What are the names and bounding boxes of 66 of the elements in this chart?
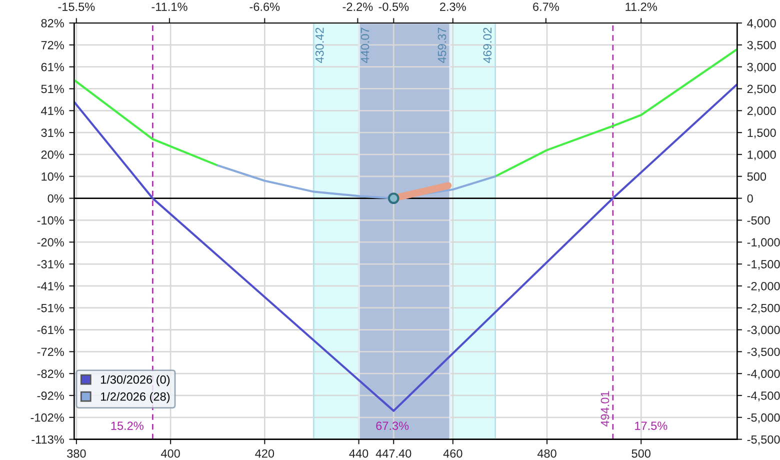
y-tick-label: 0% [48, 194, 64, 203]
x-tick-label: 380 [67, 449, 86, 458]
y-tick-label: 72% [41, 40, 64, 50]
y2-tick-label: 2,500 [747, 84, 776, 95]
x2-tick-label: -15.5% [58, 2, 95, 11]
y-tick-label: 61% [41, 62, 64, 72]
ref-line-label: 494.01 [600, 391, 610, 427]
ref-line-label: 430.42 [315, 28, 324, 63]
y2-tick-label: -500 [747, 216, 770, 225]
y2-tick-label: -5,500 [747, 435, 780, 446]
ref-line-label: 469.02 [483, 28, 492, 63]
x-tick-label: 500 [632, 449, 650, 458]
y-tick-label: -51% [37, 304, 64, 312]
y-tick-label: -61% [37, 326, 64, 334]
y-tick-label: -82% [37, 370, 64, 378]
legend-label: 1/30/2026 (0) [100, 375, 170, 386]
x-tick-label: 460 [443, 449, 462, 458]
y2-tick-label: -2,500 [747, 304, 780, 314]
y2-tick-label: -3,000 [747, 326, 780, 336]
y-tick-label: 31% [41, 128, 64, 137]
y2-tick-label: -4,500 [747, 392, 780, 402]
annotation: 17.5% [635, 422, 668, 430]
y-tick-label: 82% [41, 19, 64, 28]
x2-tick-label: 2.3% [440, 2, 466, 11]
y-tick-label: 20% [41, 150, 64, 159]
y-tick-label: 51% [41, 84, 64, 94]
y-tick-label: -10% [37, 216, 64, 225]
y2-tick-label: -2,000 [747, 282, 780, 292]
annotation: 15.2% [111, 422, 144, 430]
y2-tick-label: 3,000 [747, 62, 776, 73]
y2-tick-label: -5,000 [747, 413, 780, 424]
y2-tick-label: 4,000 [747, 19, 776, 29]
annotation: 67.3% [376, 422, 409, 430]
y-tick-label: -113% [32, 435, 64, 444]
ref-line-label: 440.07 [360, 28, 370, 63]
x2-tick-label: 6.7% [533, 2, 559, 11]
y-tick-label: 10% [42, 172, 64, 181]
x2-tick-label: -2.2% [342, 2, 373, 11]
y-tick-label: -41% [37, 282, 64, 290]
y-tick-label: -20% [37, 238, 64, 246]
x2-tick-label: -0.5% [378, 2, 409, 11]
y2-tick-label: 0 [747, 194, 753, 203]
y2-tick-label: -3,500 [747, 348, 780, 358]
x-tick-label: 447.40 [376, 449, 412, 458]
x-tick-label: 400 [160, 449, 180, 458]
y2-tick-label: 1,000 [748, 150, 776, 160]
legend-label: 1/2/2026 (28) [100, 392, 170, 404]
y2-tick-label: 2,000 [747, 106, 776, 116]
x2-tick-label: 11.2% [626, 2, 657, 11]
y-tick-label: 41% [41, 106, 64, 115]
y2-tick-label: 500 [747, 172, 766, 181]
y-tick-label: -72% [37, 348, 64, 356]
y-tick-label: -31% [37, 260, 64, 268]
x-tick-label: 480 [537, 449, 556, 458]
y-tick-label: -102% [30, 413, 64, 422]
y2-tick-label: 3,500 [747, 40, 776, 51]
y2-tick-label: 1,500 [748, 128, 776, 138]
y-tick-label: -92% [37, 392, 64, 400]
x-tick-label: 440 [349, 449, 368, 458]
x-tick-label: 420 [255, 449, 274, 458]
x2-tick-label: -11.1% [152, 2, 188, 11]
ref-line-label: 459.37 [438, 28, 446, 63]
y2-tick-label: -1,000 [747, 238, 780, 248]
x2-tick-label: -6.6% [250, 2, 280, 11]
y2-tick-label: -4,000 [747, 370, 780, 380]
y2-tick-label: -1,500 [747, 260, 780, 270]
